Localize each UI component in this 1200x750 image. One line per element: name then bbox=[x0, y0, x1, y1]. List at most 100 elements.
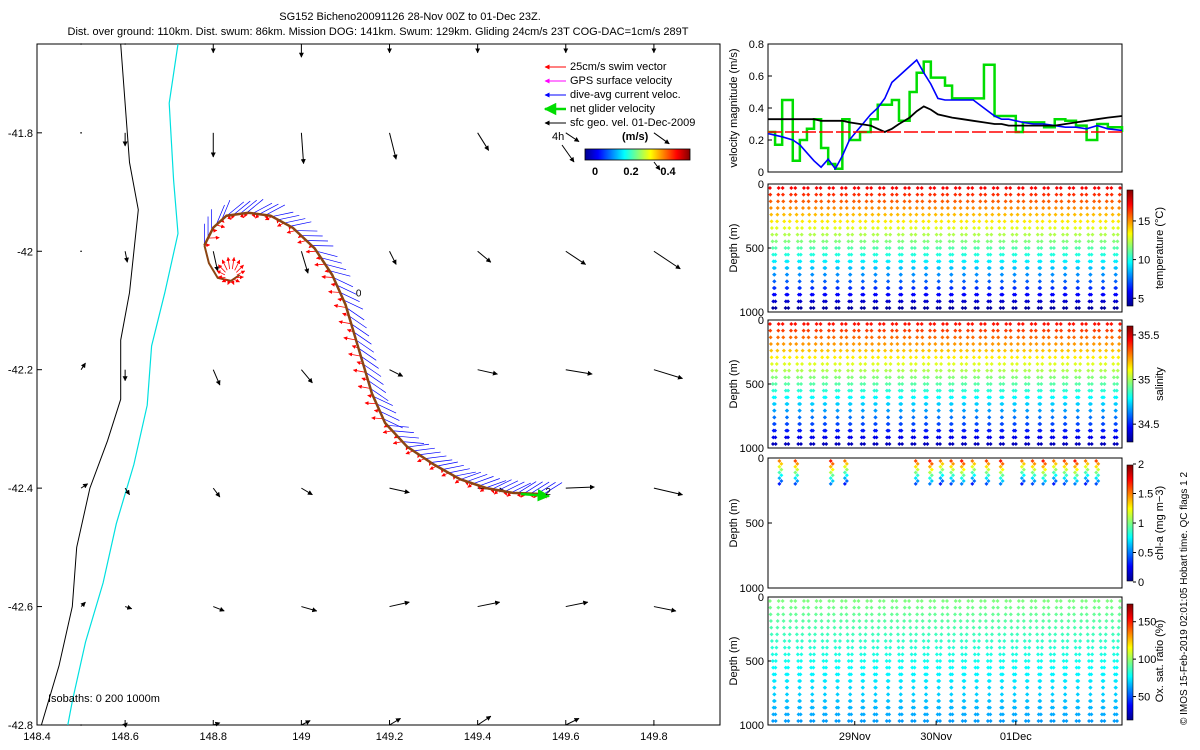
profile-sample bbox=[975, 402, 980, 406]
profile-sample bbox=[946, 219, 951, 224]
profile-sample bbox=[1097, 212, 1102, 217]
profile-sample bbox=[1097, 348, 1102, 353]
profile-sample bbox=[847, 665, 852, 670]
profile-sample bbox=[844, 467, 849, 472]
profile-sample bbox=[849, 719, 854, 723]
profile-sample bbox=[938, 246, 943, 250]
profile-sample bbox=[1087, 442, 1092, 446]
profile-sample bbox=[1034, 206, 1039, 210]
profile-sample bbox=[1094, 476, 1099, 481]
profile-sample bbox=[1024, 428, 1029, 433]
profile-sample bbox=[876, 355, 881, 360]
profile-sample bbox=[788, 619, 793, 623]
profile-sample bbox=[1083, 476, 1088, 481]
profile-sample bbox=[859, 375, 864, 380]
dac-vector bbox=[424, 455, 447, 459]
profile-sample bbox=[937, 435, 942, 440]
profile-sample bbox=[1016, 605, 1021, 610]
profile-sample bbox=[926, 632, 931, 637]
profile-sample bbox=[797, 279, 802, 284]
profile-sample bbox=[998, 464, 1003, 469]
profile-sample bbox=[775, 348, 780, 353]
profile-sample bbox=[887, 442, 892, 446]
profile-sample bbox=[1030, 464, 1035, 469]
profile-sample bbox=[921, 632, 926, 637]
profile-sample bbox=[1039, 368, 1044, 373]
profile-sample bbox=[818, 322, 823, 326]
profile-sample bbox=[1023, 306, 1028, 310]
profile-sample bbox=[1038, 299, 1043, 304]
profile-sample bbox=[953, 322, 958, 326]
profile-sample bbox=[1103, 632, 1108, 637]
profile-sample bbox=[1114, 665, 1119, 670]
profile-sample bbox=[1002, 632, 1007, 637]
profile-sample bbox=[783, 435, 788, 440]
profile-sample bbox=[1097, 619, 1102, 623]
profile-sample bbox=[897, 435, 902, 440]
profile-sample bbox=[1072, 476, 1077, 481]
profile-sample bbox=[845, 632, 850, 637]
profile-sample bbox=[849, 252, 854, 257]
dac-vector bbox=[215, 204, 225, 226]
profile-sample bbox=[869, 322, 874, 326]
profile-sample bbox=[949, 402, 954, 406]
profile-sample bbox=[838, 206, 843, 210]
profile-sample bbox=[998, 388, 1003, 393]
profile-sample bbox=[936, 685, 941, 690]
profile-sample bbox=[889, 212, 894, 217]
profile-sample bbox=[783, 719, 788, 723]
profile-sample bbox=[909, 645, 914, 650]
profile-sample bbox=[1101, 266, 1106, 270]
profile-sample bbox=[985, 719, 990, 723]
profile-sample bbox=[963, 382, 968, 386]
profile-sample bbox=[1086, 232, 1091, 237]
profile-sample bbox=[1003, 199, 1008, 204]
profile-sample bbox=[1115, 652, 1120, 657]
colorbar-tick-label: 35 bbox=[1138, 375, 1150, 387]
profile-sample bbox=[812, 652, 817, 657]
profile-sample bbox=[1115, 645, 1120, 650]
profile-sample bbox=[1026, 239, 1031, 244]
profile-sample bbox=[896, 226, 901, 230]
profile-sample bbox=[1067, 192, 1072, 197]
profile-sample bbox=[842, 476, 847, 481]
profile-sample bbox=[861, 259, 866, 264]
profile-sample bbox=[900, 368, 905, 373]
profile-sample bbox=[1041, 605, 1046, 610]
profile-sample bbox=[1063, 692, 1068, 697]
profile-sample bbox=[961, 286, 966, 290]
profile-sample bbox=[997, 219, 1002, 224]
profile-sample bbox=[832, 206, 837, 210]
profile-sample bbox=[1011, 665, 1016, 670]
profile-sample bbox=[843, 599, 848, 603]
profile-sample bbox=[964, 368, 969, 373]
profile-sample bbox=[1035, 645, 1040, 650]
profile-sample bbox=[1021, 479, 1026, 484]
profile-sample bbox=[912, 659, 917, 663]
profile-sample bbox=[941, 186, 945, 190]
colorbar-tick-label: 35.5 bbox=[1138, 330, 1159, 342]
profile-sample bbox=[1026, 382, 1031, 386]
profile-sample bbox=[849, 388, 854, 393]
dac-vector bbox=[370, 388, 389, 402]
profile-sample bbox=[1014, 368, 1019, 373]
profile-sample bbox=[920, 619, 925, 623]
profile-sample bbox=[774, 226, 779, 230]
profile-sample bbox=[938, 232, 943, 237]
profile-sample bbox=[1088, 679, 1093, 683]
profile-sample bbox=[858, 355, 863, 360]
profile-sample bbox=[1072, 335, 1077, 340]
profile-sample bbox=[1038, 679, 1043, 683]
profile-sample bbox=[862, 375, 867, 380]
profile-sample bbox=[863, 212, 868, 217]
profile-sample bbox=[990, 348, 995, 353]
profile-sample bbox=[835, 692, 840, 697]
depth-ytick-label: 1000 bbox=[740, 720, 764, 732]
profile-sample bbox=[811, 435, 816, 440]
profile-sample bbox=[1086, 652, 1091, 657]
profile-sample bbox=[825, 362, 830, 366]
profile-sample bbox=[1048, 368, 1053, 373]
profile-sample bbox=[900, 232, 905, 237]
profile-sample bbox=[1002, 645, 1007, 650]
profile-sample bbox=[821, 246, 826, 250]
